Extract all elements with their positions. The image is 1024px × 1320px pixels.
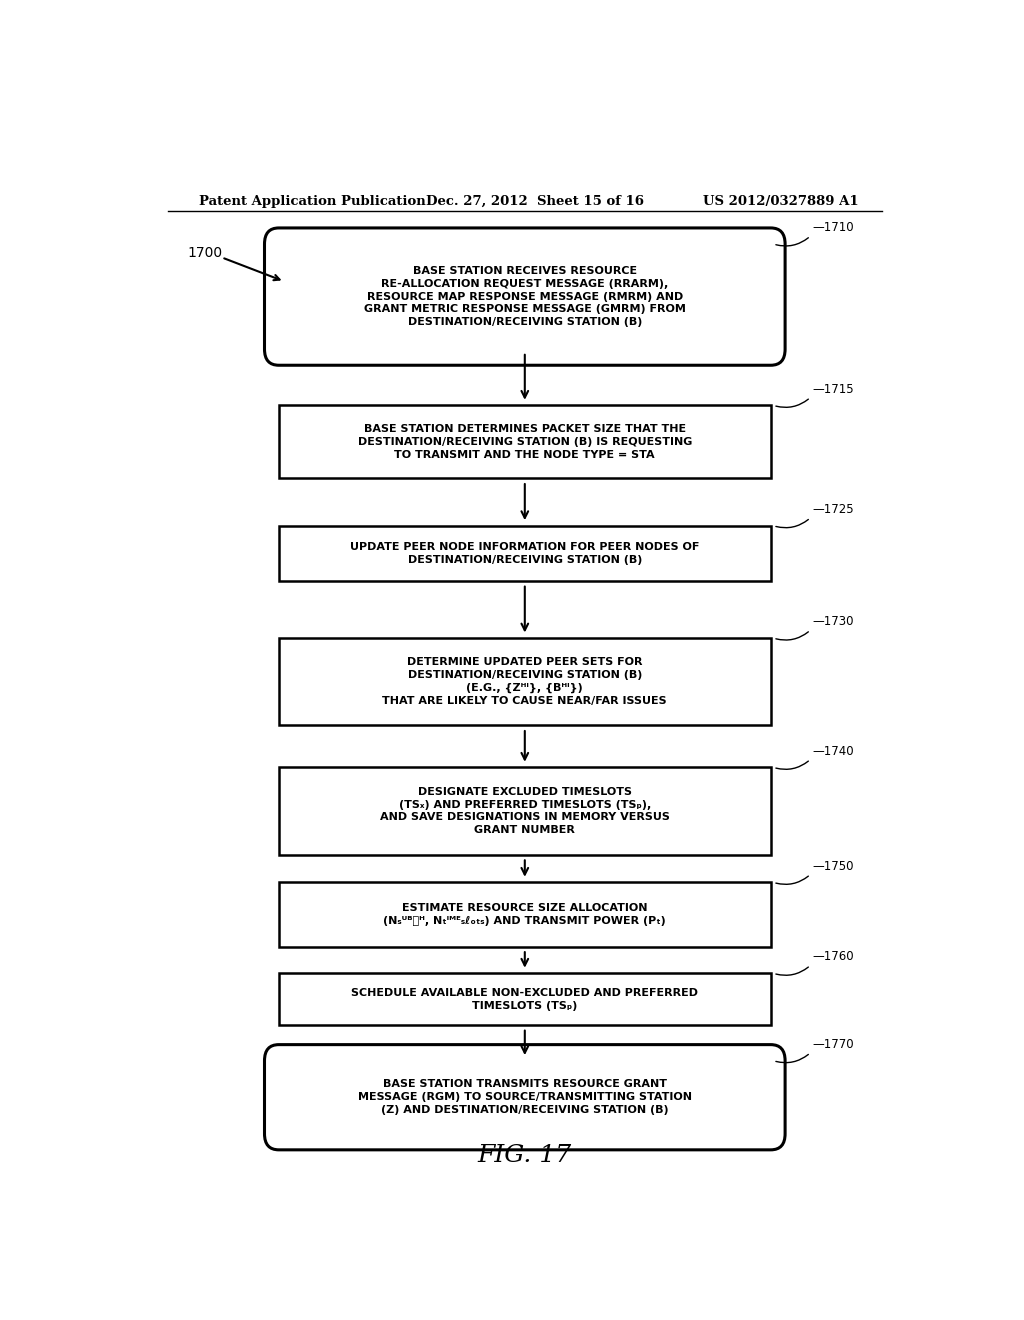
Text: Dec. 27, 2012  Sheet 15 of 16: Dec. 27, 2012 Sheet 15 of 16 xyxy=(426,195,644,209)
Text: Patent Application Publication: Patent Application Publication xyxy=(200,195,426,209)
FancyBboxPatch shape xyxy=(264,1044,785,1150)
Text: —1760: —1760 xyxy=(812,950,854,964)
FancyBboxPatch shape xyxy=(279,405,771,478)
Text: —1715: —1715 xyxy=(812,383,854,396)
Text: —1770: —1770 xyxy=(812,1038,854,1051)
FancyBboxPatch shape xyxy=(279,973,771,1026)
Text: DESIGNATE EXCLUDED TIMESLOTS
(TSₓ) AND PREFERRED TIMESLOTS (TSₚ),
AND SAVE DESIG: DESIGNATE EXCLUDED TIMESLOTS (TSₓ) AND P… xyxy=(380,787,670,836)
Text: BASE STATION TRANSMITS RESOURCE GRANT
MESSAGE (RGM) TO SOURCE/TRANSMITTING STATI: BASE STATION TRANSMITS RESOURCE GRANT ME… xyxy=(357,1080,692,1115)
FancyBboxPatch shape xyxy=(279,767,771,855)
Text: DETERMINE UPDATED PEER SETS FOR
DESTINATION/RECEIVING STATION (B)
(E.G., {Zᴴᴵ}, : DETERMINE UPDATED PEER SETS FOR DESTINAT… xyxy=(383,657,667,706)
FancyBboxPatch shape xyxy=(279,638,771,726)
Text: FIG. 17: FIG. 17 xyxy=(478,1143,571,1167)
FancyBboxPatch shape xyxy=(279,525,771,581)
Text: 1700: 1700 xyxy=(187,246,222,260)
Text: —1750: —1750 xyxy=(812,859,854,873)
Text: UPDATE PEER NODE INFORMATION FOR PEER NODES OF
DESTINATION/RECEIVING STATION (B): UPDATE PEER NODE INFORMATION FOR PEER NO… xyxy=(350,543,699,565)
Text: —1710: —1710 xyxy=(812,222,854,234)
Text: BASE STATION RECEIVES RESOURCE
RE-ALLOCATION REQUEST MESSAGE (RRARM),
RESOURCE M: BASE STATION RECEIVES RESOURCE RE-ALLOCA… xyxy=(364,267,686,327)
FancyBboxPatch shape xyxy=(264,228,785,366)
Text: BASE STATION DETERMINES PACKET SIZE THAT THE
DESTINATION/RECEIVING STATION (B) I: BASE STATION DETERMINES PACKET SIZE THAT… xyxy=(357,424,692,459)
FancyBboxPatch shape xyxy=(279,882,771,946)
Text: —1725: —1725 xyxy=(812,503,854,516)
Text: SCHEDULE AVAILABLE NON-EXCLUDED AND PREFERRED
TIMESLOTS (TSₚ): SCHEDULE AVAILABLE NON-EXCLUDED AND PREF… xyxy=(351,987,698,1011)
Text: ESTIMATE RESOURCE SIZE ALLOCATION
(Nₛᵁᴮၠᴴ, Nₜᴵᴹᴱₛℓₒₜₛ) AND TRANSMIT POWER (Pₜ): ESTIMATE RESOURCE SIZE ALLOCATION (Nₛᵁᴮၠ… xyxy=(383,903,667,925)
Text: —1730: —1730 xyxy=(812,615,854,628)
Text: US 2012/0327889 A1: US 2012/0327889 A1 xyxy=(703,195,859,209)
Text: —1740: —1740 xyxy=(812,744,854,758)
